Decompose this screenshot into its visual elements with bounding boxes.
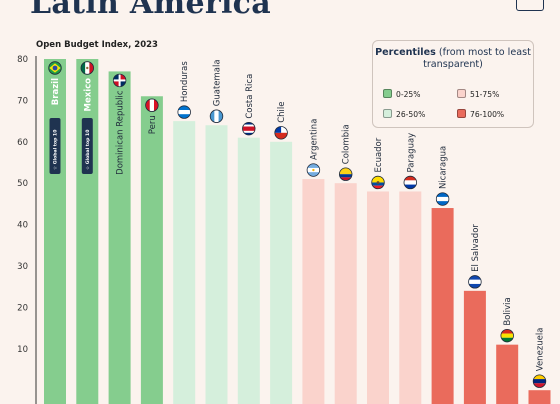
bar-label: Peru bbox=[148, 115, 158, 134]
dominican-republic-flag-icon bbox=[112, 73, 127, 88]
mexico-flag-icon bbox=[80, 61, 95, 75]
y-tick-label: 10 bbox=[17, 345, 28, 355]
nicaragua-flag-icon bbox=[435, 192, 450, 206]
venezuela-flag-icon bbox=[532, 374, 547, 388]
global-top-10-badge-text: ☆ Global top 10 bbox=[85, 130, 91, 170]
bar-label: Dominican Republic bbox=[116, 90, 126, 175]
legend-item-0-25: 0-25% bbox=[383, 89, 420, 99]
bar-chile bbox=[270, 141, 293, 404]
legend-title-bold: Percentiles bbox=[375, 47, 436, 58]
legend-title: Percentiles (from most to least transpar… bbox=[373, 47, 533, 71]
legend-swatch bbox=[457, 89, 466, 98]
bar-venezuela bbox=[528, 390, 551, 404]
bar-argentina bbox=[302, 179, 325, 404]
bar-label: Ecuador bbox=[374, 137, 384, 172]
bar-bolivia bbox=[496, 344, 519, 404]
guatemala-flag-icon bbox=[209, 109, 224, 123]
global-top-10-badge bbox=[81, 118, 93, 174]
y-tick-label: 80 bbox=[17, 55, 28, 65]
el-salvador-flag-icon bbox=[468, 275, 482, 289]
costa-rica-flag-icon bbox=[242, 121, 256, 136]
bar-label: Argentina bbox=[309, 119, 319, 160]
bar-guatemala bbox=[205, 125, 228, 404]
bar-label: Bolivia bbox=[503, 297, 513, 325]
bar-colombia bbox=[334, 183, 357, 404]
bar-label: Costa Rica bbox=[245, 74, 255, 119]
bar-brazil bbox=[44, 59, 66, 404]
legend: Percentiles (from most to least transpar… bbox=[372, 40, 534, 128]
chart-subtitle: Open Budget Index, 2023 bbox=[36, 40, 158, 50]
bar-paraguay bbox=[399, 191, 422, 404]
bar-label: Colombia bbox=[342, 124, 352, 164]
legend-item-76-100: 76-100% bbox=[457, 109, 504, 119]
bar-el-salvador bbox=[463, 290, 486, 404]
legend-label: 26-50% bbox=[396, 110, 426, 119]
y-tick-label: 20 bbox=[17, 303, 28, 313]
peru-flag-icon bbox=[145, 98, 159, 112]
bar-label: Paraguay bbox=[406, 133, 416, 173]
page-title: Latin America bbox=[30, 0, 271, 21]
ecuador-flag-icon bbox=[371, 175, 385, 190]
bar-label: Honduras bbox=[180, 61, 190, 102]
bar-dominican-republic bbox=[108, 71, 131, 404]
brazil-flag-icon bbox=[48, 61, 62, 75]
bar-peru bbox=[140, 96, 163, 404]
legend-label: 51-75% bbox=[470, 90, 500, 99]
global-top-10-badge-text: ☆ Global top 10 bbox=[53, 130, 59, 170]
chile-flag-icon bbox=[274, 126, 288, 140]
legend-swatch bbox=[383, 109, 392, 118]
paraguay-flag-icon bbox=[403, 175, 418, 190]
y-tick-label: 50 bbox=[17, 179, 28, 189]
bar-honduras bbox=[173, 121, 196, 404]
bar-label: Chile bbox=[277, 102, 287, 123]
honduras-flag-icon bbox=[177, 105, 191, 119]
legend-swatch bbox=[457, 109, 466, 118]
share-icon bbox=[516, 0, 544, 11]
y-tick-label: 70 bbox=[17, 96, 28, 106]
bar-nicaragua bbox=[431, 208, 454, 404]
legend-label: 76-100% bbox=[470, 110, 505, 119]
bar-label: Mexico bbox=[83, 78, 93, 112]
argentina-flag-icon bbox=[306, 163, 321, 177]
bar-label: El Salvador bbox=[471, 224, 481, 272]
bar-label: Nicaragua bbox=[439, 146, 449, 189]
bar-label: Guatemala bbox=[213, 59, 223, 106]
global-top-10-badge bbox=[49, 118, 61, 174]
legend-item-26-50: 26-50% bbox=[383, 109, 425, 119]
bar-label: Venezuela bbox=[536, 328, 546, 372]
y-tick-label: 30 bbox=[17, 262, 28, 272]
y-tick-label: 40 bbox=[17, 221, 28, 231]
bolivia-flag-icon bbox=[500, 328, 514, 343]
bar-label: Brazil bbox=[51, 78, 61, 105]
bar-costa-rica bbox=[237, 137, 260, 404]
legend-label: 0-25% bbox=[396, 90, 421, 99]
y-tick-label: 60 bbox=[17, 138, 28, 148]
legend-swatch bbox=[383, 89, 392, 98]
colombia-flag-icon bbox=[339, 167, 353, 181]
legend-title-rest: (from most to least transparent) bbox=[423, 47, 531, 70]
bar-ecuador bbox=[367, 191, 389, 404]
legend-item-51-75: 51-75% bbox=[457, 89, 499, 99]
